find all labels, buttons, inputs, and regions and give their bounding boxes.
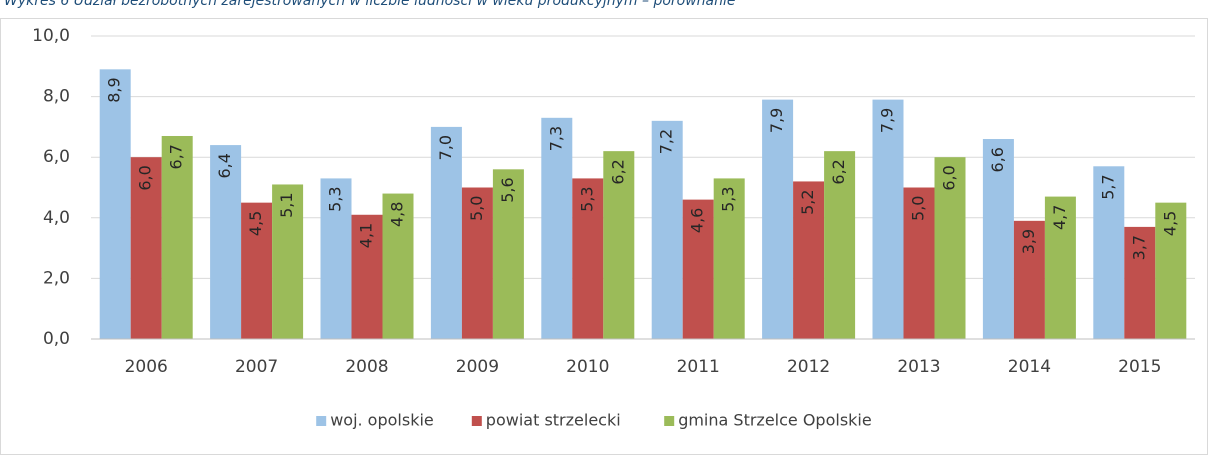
value-label: 4,1 (357, 223, 376, 248)
y-tick-label: 0,0 (43, 329, 70, 349)
bar (1013, 220, 1045, 339)
value-label: 5,1 (277, 192, 296, 217)
bar (651, 120, 683, 339)
bar (603, 151, 635, 339)
bar (934, 157, 966, 339)
value-label: 6,2 (608, 159, 627, 184)
value-label: 3,9 (1019, 229, 1038, 254)
y-tick-label: 6,0 (43, 147, 70, 167)
bar (241, 202, 273, 339)
value-label: 6,2 (829, 159, 848, 184)
value-label: 3,7 (1129, 235, 1148, 260)
value-label: 5,0 (909, 196, 928, 221)
chart-title: Wykres 6 Udział bezrobotnych zarejestrow… (4, 0, 736, 9)
bar (572, 178, 604, 339)
bar (1044, 196, 1076, 339)
value-label: 5,6 (498, 177, 517, 202)
value-label: 5,7 (1098, 174, 1117, 199)
bar (713, 178, 745, 339)
y-tick-label: 4,0 (43, 208, 70, 228)
bar (1093, 166, 1125, 339)
legend-label: woj. opolskie (330, 411, 434, 430)
x-tick-label: 2007 (235, 357, 278, 377)
value-label: 5,2 (798, 189, 817, 214)
legend-label: powiat strzelecki (486, 411, 621, 430)
value-label: 6,0 (136, 165, 155, 190)
bar (351, 214, 383, 339)
value-label: 4,5 (246, 211, 265, 236)
x-tick-label: 2010 (566, 357, 609, 377)
bar (872, 99, 904, 339)
bar (320, 178, 352, 339)
x-tick-label: 2012 (787, 357, 830, 377)
y-tick-label: 8,0 (43, 87, 70, 107)
value-label: 7,0 (436, 135, 455, 160)
legend-swatch (316, 416, 327, 426)
bar (461, 187, 493, 339)
legend-label: gmina Strzelce Opolskie (678, 411, 872, 430)
value-label: 7,3 (546, 126, 565, 151)
x-tick-label: 2008 (345, 357, 388, 377)
x-tick-label: 2015 (1118, 357, 1161, 377)
bar (1124, 226, 1156, 339)
bar (161, 135, 193, 339)
bar (382, 193, 414, 339)
bar (982, 139, 1014, 339)
value-label: 5,3 (326, 186, 345, 211)
bar (793, 181, 825, 339)
value-label: 5,3 (577, 186, 596, 211)
bar (824, 151, 856, 339)
x-tick-label: 2013 (897, 357, 940, 377)
y-tick-label: 10,0 (32, 26, 70, 46)
value-label: 4,6 (688, 208, 707, 233)
bar (903, 187, 935, 339)
x-tick-label: 2014 (1008, 357, 1051, 377)
value-label: 4,7 (1050, 205, 1069, 230)
value-label: 8,9 (105, 77, 124, 102)
value-label: 6,4 (215, 153, 234, 178)
value-label: 5,0 (467, 196, 486, 221)
value-label: 7,9 (878, 108, 897, 133)
bar (682, 199, 714, 339)
value-label: 6,0 (940, 165, 959, 190)
bar (99, 69, 131, 339)
bar (130, 157, 162, 339)
value-label: 6,6 (988, 147, 1007, 172)
value-label: 7,2 (657, 129, 676, 154)
value-label: 6,7 (167, 144, 186, 169)
x-tick-label: 2009 (456, 357, 499, 377)
value-label: 5,3 (719, 186, 738, 211)
bar (430, 126, 462, 340)
legend-swatch (664, 416, 675, 426)
x-tick-label: 2011 (677, 357, 720, 377)
value-label: 4,5 (1160, 211, 1179, 236)
bar (541, 117, 573, 339)
x-tick-label: 2006 (125, 357, 168, 377)
y-tick-label: 2,0 (43, 268, 70, 288)
bar (210, 145, 242, 339)
bar (272, 184, 304, 339)
bar (1155, 202, 1187, 339)
bar (492, 169, 524, 339)
value-label: 4,8 (388, 202, 407, 227)
legend-swatch (471, 416, 482, 426)
bar (762, 99, 794, 339)
value-label: 7,9 (767, 108, 786, 133)
